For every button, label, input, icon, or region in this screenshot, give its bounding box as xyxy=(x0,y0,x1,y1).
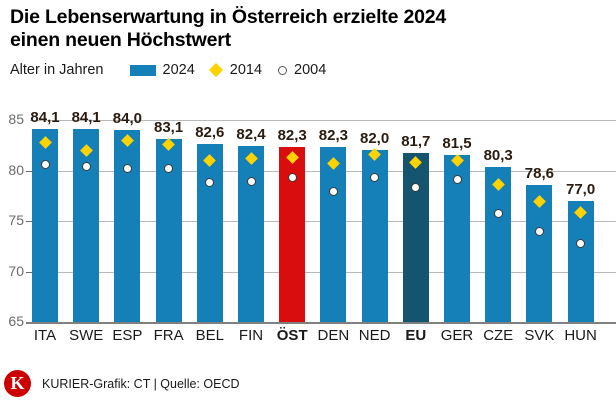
x-axis-label-den: DEN xyxy=(317,327,350,344)
bar-value-label: 84,1 xyxy=(71,109,101,127)
chart-footer: K KURIER-Grafik: CT | Quelle: OECD xyxy=(0,362,616,405)
bar-value-label: 78,6 xyxy=(524,164,554,182)
marker-2004-öst xyxy=(287,173,297,183)
bar-value-label: 80,3 xyxy=(483,147,513,165)
y-axis-tick-label: 70 xyxy=(8,262,24,279)
x-axis-label-esp: ESP xyxy=(112,327,143,344)
page-title: Die Lebenserwartung in Österreich erziel… xyxy=(10,6,447,51)
bar-swe[interactable] xyxy=(73,129,100,322)
y-axis-tick-label: 65 xyxy=(8,313,24,329)
circle-outline-icon xyxy=(278,65,288,75)
diamond-icon xyxy=(208,62,223,78)
y-axis-tick-label: 75 xyxy=(8,212,24,228)
bar-value-label: 82,3 xyxy=(318,127,348,145)
axis-unit-label: Alter in Jahren xyxy=(10,62,104,78)
y-axis-tick xyxy=(26,271,32,273)
bar-value-label: 84,1 xyxy=(30,109,60,127)
bar-value-label: 81,7 xyxy=(401,133,431,151)
legend-label-2024: 2024 xyxy=(162,62,195,78)
x-axis-label-fin: FIN xyxy=(238,327,264,344)
legend-label-2014: 2014 xyxy=(229,62,263,78)
marker-2004-svk xyxy=(534,226,544,236)
marker-2004-esp xyxy=(122,163,132,173)
y-axis-tick xyxy=(26,170,32,172)
legend-item-2004: 2004 xyxy=(278,62,326,78)
bar-value-label: 83,1 xyxy=(153,119,184,137)
bar-eu[interactable] xyxy=(402,153,429,322)
y-axis-tick-label: 85 xyxy=(8,111,24,127)
bar-value-label: 82,4 xyxy=(236,126,266,144)
bar-hun[interactable] xyxy=(567,200,594,322)
x-axis-label-bel: BEL xyxy=(195,327,224,344)
x-axis-label-hun: HUN xyxy=(564,327,597,344)
bar-bel[interactable] xyxy=(196,144,223,322)
marker-2004-ita xyxy=(40,159,50,169)
y-axis-tick-label: 80 xyxy=(8,161,24,178)
marker-2004-fin xyxy=(246,177,256,187)
x-axis-label-cze: CZE xyxy=(483,327,514,344)
y-axis-tick xyxy=(26,221,32,222)
marker-2004-cze xyxy=(493,209,503,219)
chart-legend: Alter in Jahren 2024 2014 2004 xyxy=(10,61,606,79)
bar-ita[interactable] xyxy=(32,129,58,322)
bar-cze[interactable] xyxy=(485,167,512,322)
marker-2004-den xyxy=(328,187,338,197)
bar-swatch-icon xyxy=(129,64,156,76)
bar-fin[interactable] xyxy=(238,146,264,322)
marker-2004-ger xyxy=(452,175,462,185)
marker-2004-eu xyxy=(411,183,421,193)
legend-label-2004: 2004 xyxy=(294,62,327,78)
bar-value-label: 82,3 xyxy=(277,127,307,145)
marker-2004-swe xyxy=(81,161,91,171)
x-axis-label-ned: NED xyxy=(358,327,391,344)
source-credit: KURIER-Grafik: CT | Quelle: OECD xyxy=(42,376,240,391)
legend-item-2024: 2024 xyxy=(129,62,195,78)
chart-header: Die Lebenserwartung in Österreich erziel… xyxy=(0,0,616,79)
marker-2004-fra xyxy=(164,163,174,173)
x-axis-label-öst: ÖST xyxy=(276,327,308,344)
bar-value-label: 77,0 xyxy=(565,180,596,198)
bar-value-label: 82,6 xyxy=(195,124,225,142)
bar-esp[interactable] xyxy=(114,130,141,322)
x-axis-label-svk: SVK xyxy=(524,327,555,344)
chart-plot-area: 65 70 75 80 85 84,1 ITA 84,1 SWE 84,0 ESP 83,1 FRA 82… xyxy=(0,109,616,344)
bar-value-label: 84,0 xyxy=(112,110,142,128)
x-axis-label-ita: ITA xyxy=(33,327,57,344)
legend-item-2014: 2014 xyxy=(208,62,263,78)
x-axis-label-swe: SWE xyxy=(69,327,104,344)
bar-value-label: 82,0 xyxy=(359,130,390,148)
bar-value-label: 81,5 xyxy=(442,135,472,153)
marker-2004-bel xyxy=(205,178,215,188)
x-axis-label-fra: FRA xyxy=(153,327,184,344)
x-axis-label-ger: GER xyxy=(440,327,474,344)
kurier-logo-icon: K xyxy=(4,370,31,397)
x-axis-label-eu: EU xyxy=(405,327,427,344)
marker-2004-ned xyxy=(370,173,380,183)
marker-2004-hun xyxy=(576,238,586,248)
gridline xyxy=(30,120,616,121)
x-axis-baseline xyxy=(26,322,616,324)
bar-den[interactable] xyxy=(320,147,347,322)
